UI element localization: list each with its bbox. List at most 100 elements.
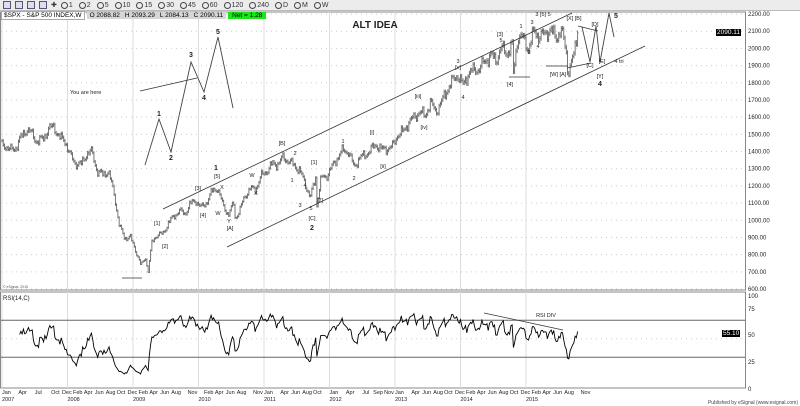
rsi-divergence-line [483, 312, 564, 331]
wave-label: [3] [497, 32, 504, 38]
interval-label: 30 [166, 1, 174, 9]
x-tick-label: Oct [444, 390, 453, 396]
you-are-here-label: You are here [70, 90, 101, 96]
y-tick-label: 1500.00 [748, 132, 770, 138]
y-tick-label: 1400.00 [748, 150, 770, 156]
clock-icon [294, 1, 302, 9]
wave-label: 3 [5] 5 [535, 12, 550, 18]
wave-label: 4 [202, 95, 206, 102]
clock-icon [96, 1, 104, 9]
interval-button-M[interactable]: M [294, 1, 308, 9]
x-tick-label: Jun [553, 390, 562, 396]
wave-label: [D] [591, 22, 599, 28]
x-year-label: 2012 [330, 397, 342, 403]
interval-label: 2 [86, 1, 91, 9]
clock-icon [201, 1, 209, 9]
chart-icon[interactable] [3, 1, 11, 9]
x-tick-label: Aug [171, 390, 181, 396]
wave-label: 3 [456, 59, 459, 65]
clock-icon [313, 1, 321, 9]
interval-button-2[interactable]: 2 [78, 1, 91, 9]
x-tick-label: Feb [466, 390, 475, 396]
wave-label: [iii] [415, 94, 422, 100]
wave-label: 1 [341, 139, 344, 145]
wave-label: [iv] [420, 125, 428, 131]
clock-icon [60, 1, 68, 9]
interval-button-30[interactable]: 30 [158, 1, 174, 9]
x-tick-label: Apr [215, 390, 224, 396]
x-year-label: 2011 [264, 397, 276, 403]
x-year-label: 2010 [199, 397, 211, 403]
x-tick-label: Apr [477, 390, 486, 396]
y-tick-label: 1800.00 [748, 81, 770, 87]
channel-upper-line [162, 12, 573, 210]
x-tick-label: Jul [35, 390, 42, 396]
wave-label: [Y] [597, 74, 604, 80]
interval-label: 1 [68, 1, 73, 9]
wave-label: [2] [317, 198, 324, 204]
x-tick-label: Jun [95, 390, 104, 396]
interval-button-15[interactable]: 15 [136, 1, 152, 9]
y-tick-label: 2000.00 [748, 46, 770, 52]
x-tick-label: Aug [499, 390, 509, 396]
x-tick-label: Feb [73, 390, 82, 396]
copy-icon[interactable] [27, 1, 35, 9]
high-value: H 2093.29 [124, 12, 155, 19]
x-tick-label: Jun [160, 390, 169, 396]
price-bars [1, 24, 579, 274]
crosshair-icon[interactable]: ✚ [51, 2, 57, 9]
x-tick-label: Apr [411, 390, 420, 396]
interval-label: M [302, 1, 308, 9]
interval-button-1[interactable]: 1 [60, 1, 73, 9]
wave-label: 5 [309, 206, 312, 212]
wave-label: [i] [370, 130, 375, 136]
y-tick-label: 700.00 [748, 270, 767, 276]
symbol-label[interactable]: $SPX - S&P 500 INDEX,W [1, 11, 85, 20]
x-tick-label: Nov [253, 390, 263, 396]
wave-label: 5 [614, 13, 618, 20]
close-value: C 2090.11 [193, 12, 224, 19]
chart-title: ALT IDEA [352, 20, 397, 31]
interval-button-5[interactable]: 5 [96, 1, 109, 9]
x-tick-label: Apr [346, 390, 355, 396]
y-tick-label: 2100.00 [748, 29, 770, 35]
x-tick-label: Aug [302, 390, 312, 396]
x-year-label: 2015 [526, 397, 538, 403]
open-value: O 2088.82 [89, 12, 120, 19]
interval-button-W[interactable]: W [313, 1, 328, 9]
wave-label: 4 [536, 44, 539, 50]
x-tick-label: Jun [226, 390, 235, 396]
interval-button-10[interactable]: 10 [114, 1, 130, 9]
x-tick-label: Jan [330, 390, 339, 396]
x-tick-label: Aug [237, 390, 247, 396]
wave-label: 2 [352, 176, 355, 182]
interval-button-120[interactable]: 120 [223, 1, 243, 9]
wave-label: 5 [499, 38, 502, 44]
interval-button-45[interactable]: 45 [179, 1, 196, 9]
wave-label: 4 tri [614, 59, 623, 65]
wave-label: 1 [519, 24, 522, 30]
x-tick-label: Dec [62, 390, 72, 396]
y-tick-label: 900.00 [748, 235, 767, 241]
x-tick-label: Feb [204, 390, 213, 396]
clock-icon [158, 1, 166, 9]
x-tick-label: Nov [581, 390, 591, 396]
y-tick-label: 1300.00 [748, 167, 770, 173]
wave-label: [C] [308, 216, 316, 222]
y-tick-label: 600.00 [748, 287, 767, 293]
page-icon[interactable] [15, 1, 23, 9]
rsi-title: RSI(14,C) [3, 296, 30, 302]
wave-label: 5 [216, 29, 220, 36]
interval-button-D[interactable]: D [274, 1, 288, 9]
rsi-tick-label: 100 [748, 294, 759, 300]
wave-label: [1] [154, 221, 161, 227]
projected-wave-path [144, 36, 234, 166]
rsi-line [19, 312, 579, 375]
wave-label: [4] [507, 82, 514, 88]
window-icon[interactable] [39, 1, 47, 9]
interval-label: 5 [104, 1, 109, 9]
interval-button-60[interactable]: 60 [201, 1, 218, 9]
interval-button-240[interactable]: 240 [249, 1, 269, 9]
wave-label: 4 [598, 81, 602, 88]
